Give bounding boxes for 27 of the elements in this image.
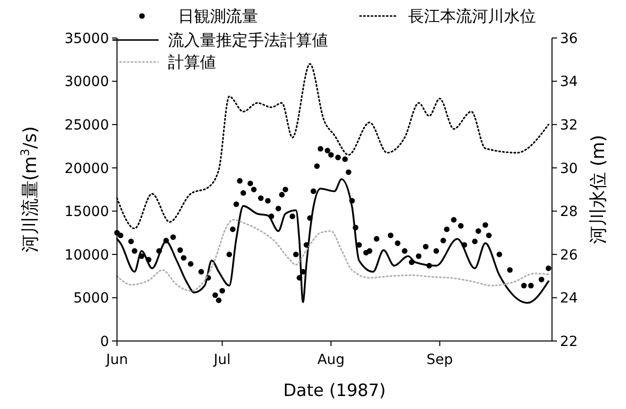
line-series [116,219,550,292]
legend-label: 流入量推定手法計算値 [168,30,328,50]
y-tick-label: 5000 [73,290,109,307]
y-tick-label: 20000 [64,160,109,177]
y2-tick-label: 24 [560,290,578,307]
x-tick-label: Jun [105,352,128,368]
legend-label: 長江本流河川水位 [408,6,536,26]
y-tick-label: 0 [100,334,109,350]
y2-tick-label: 36 [560,30,578,47]
y2-tick-label: 26 [560,247,578,264]
x-tick-label: Sep [426,352,454,368]
x-axis-title: Date (1987) [283,381,386,401]
y2-tick-label: 30 [560,160,578,177]
y-tick-label: 15000 [64,204,109,220]
x-tick-label: Aug [317,352,345,368]
y-tick-label: 10000 [64,247,109,264]
y-tick-label: 30000 [64,74,109,90]
legend-label: 計算値 [168,52,216,72]
legend-label: 日観測流量 [178,6,258,26]
y2-tick-label: 34 [560,74,578,90]
y2-tick-label: 32 [560,117,578,134]
y2-tick-label: 28 [560,204,578,220]
y2-axis-title: 河川水位 (m) [588,134,609,244]
y2-tick-label: 22 [560,334,578,350]
x-tick-label: Jul [212,352,231,368]
y-tick-label: 25000 [64,117,109,134]
y-tick-label: 35000 [64,30,109,47]
